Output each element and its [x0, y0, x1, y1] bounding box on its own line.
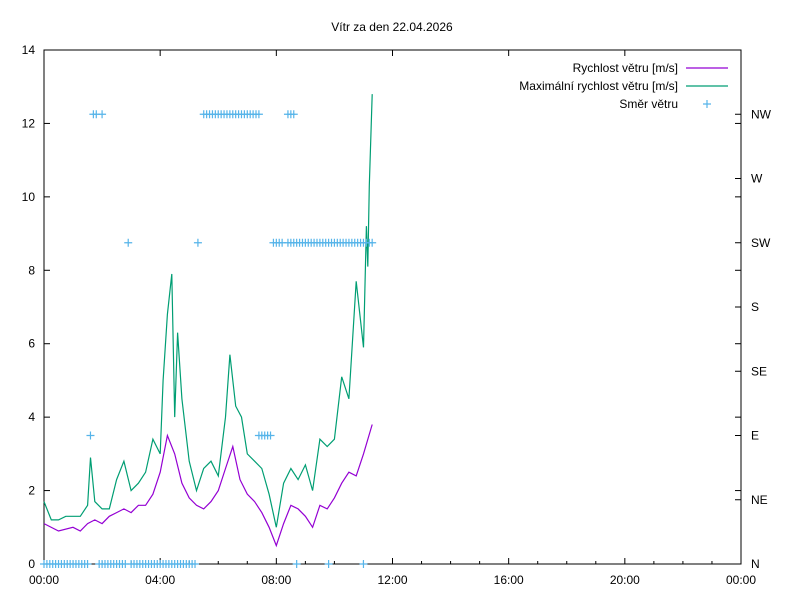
x-tick-label: 16:00	[494, 573, 524, 587]
y2-tick-label: S	[751, 300, 759, 314]
x-tick-label: 20:00	[610, 573, 640, 587]
direction-point	[86, 431, 95, 440]
direction-point	[292, 560, 301, 568]
direction-point	[124, 238, 133, 247]
legend-label: Směr větru	[619, 97, 678, 111]
y2-tick-label: SW	[751, 236, 771, 250]
x-tick-label: 00:00	[726, 573, 756, 587]
y-tick-label: 12	[22, 116, 36, 130]
y2-tick-label: SE	[751, 364, 767, 378]
y-tick-label: 0	[28, 557, 35, 571]
direction-point	[193, 238, 202, 247]
direction-point	[359, 560, 368, 568]
y-tick-label: 6	[28, 337, 35, 351]
chart-title: Vítr za den 22.04.2026	[331, 20, 453, 34]
direction-point	[289, 110, 298, 119]
x-tick-label: 08:00	[261, 573, 291, 587]
y-tick-label: 4	[28, 410, 35, 424]
gust-line	[43, 94, 373, 528]
speed-line	[43, 424, 373, 548]
plot-border	[43, 49, 742, 565]
y-tick-label: 10	[22, 190, 36, 204]
direction-point	[266, 431, 275, 440]
direction-point	[324, 560, 333, 568]
y-tick-label: 8	[28, 263, 35, 277]
direction-point	[98, 110, 107, 119]
direction-point	[254, 110, 263, 119]
direction-point	[368, 238, 377, 247]
legend-label: Rychlost větru [m/s]	[573, 61, 678, 75]
direction-point	[83, 560, 92, 568]
y-tick-label: 2	[28, 484, 35, 498]
x-tick-label: 00:00	[29, 573, 59, 587]
direction-point	[191, 560, 200, 568]
y-tick-label: 14	[22, 43, 36, 57]
legend-swatch	[703, 100, 711, 108]
y2-tick-label: NE	[751, 493, 768, 507]
y2-tick-label: W	[751, 172, 763, 186]
y2-tick-label: N	[751, 557, 760, 571]
x-tick-label: 12:00	[377, 573, 407, 587]
x-tick-label: 04:00	[145, 573, 175, 587]
y2-tick-label: NW	[751, 107, 772, 121]
y2-tick-label: E	[751, 429, 759, 443]
legend-label: Maximální rychlost větru [m/s]	[519, 79, 678, 93]
